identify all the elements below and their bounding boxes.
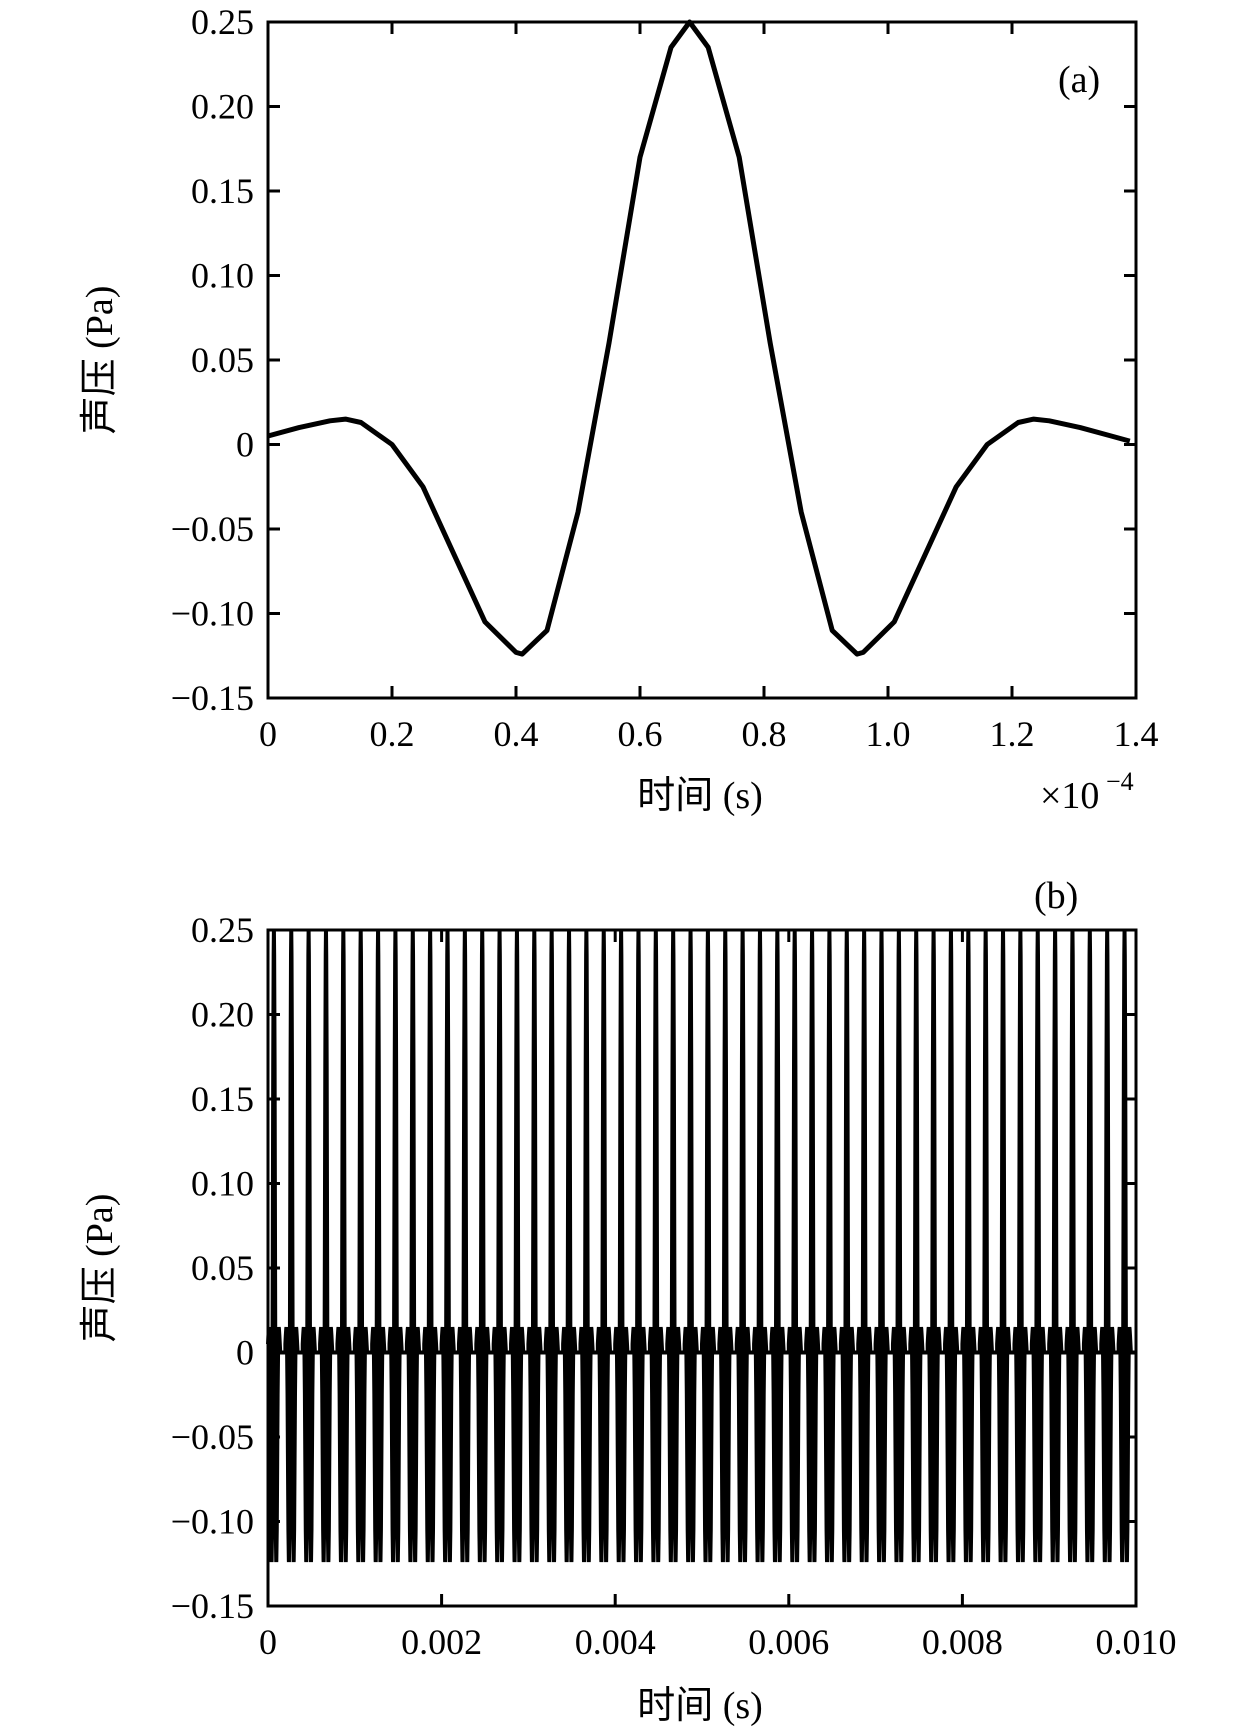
x-tick-label-a: 0.2 — [370, 714, 415, 754]
series-line-a — [267, 19, 1131, 657]
panel-label-b: (b) — [1034, 875, 1078, 917]
y-tick-label-b: 0.15 — [191, 1079, 254, 1119]
y-tick-label-b: −0.15 — [171, 1586, 254, 1626]
chart-panel-b: 0 0.002 0.004 0.006 0.008 0.010 0.25 0.20 0.15 0.… — [79, 875, 1177, 1727]
x-tick-label-a: 0 — [259, 714, 277, 754]
y-axis-label-a: 声压 (Pa) — [79, 286, 121, 435]
series-line-b — [266, 929, 1136, 1563]
x-tick-label-b: 0.002 — [401, 1622, 482, 1662]
x-tick-label-b: 0.006 — [748, 1622, 829, 1662]
y-tick-label-a: −0.05 — [171, 509, 254, 549]
x-multiplier-a: ×10 — [1040, 775, 1099, 817]
plot-frame-a — [266, 20, 1138, 700]
y-tick-label-b: 0.20 — [191, 995, 254, 1035]
x-axis-label-a: 时间 (s) — [637, 775, 763, 817]
x-axis-label-b: 时间 (s) — [637, 1685, 763, 1727]
y-tick-label-b: 0.25 — [191, 910, 254, 950]
ticks-a: 0 0.2 0.4 0.6 0.8 1.0 1.2 1.4 0.25 0.20 0.15 0.10 0.… — [171, 2, 1159, 754]
chart-panel-a: 0 0.2 0.4 0.6 0.8 1.0 1.2 1.4 0.25 0.20 0.15 0.10 0.… — [79, 2, 1159, 817]
x-tick-label-a: 0.4 — [494, 714, 539, 754]
y-axis-label-b: 声压 (Pa) — [79, 1194, 121, 1343]
y-tick-label-b: −0.05 — [171, 1417, 254, 1457]
y-tick-label-a: 0.25 — [191, 2, 254, 42]
x-tick-label-b: 0.010 — [1096, 1622, 1177, 1662]
x-tick-label-a: 0.6 — [618, 714, 663, 754]
y-tick-label-b: 0.05 — [191, 1248, 254, 1288]
x-tick-label-a: 0.8 — [742, 714, 787, 754]
y-tick-label-a: −0.15 — [171, 678, 254, 718]
x-tick-label-a: 1.2 — [990, 714, 1035, 754]
y-tick-label-a: 0.05 — [191, 340, 254, 380]
ticks-b: 0 0.002 0.004 0.006 0.008 0.010 0.25 0.20 0.15 0.… — [171, 910, 1177, 1662]
x-tick-label-a: 1.0 — [866, 714, 911, 754]
y-tick-label-b: 0 — [236, 1333, 254, 1373]
y-tick-label-a: 0.10 — [191, 256, 254, 296]
x-tick-label-b: 0.004 — [575, 1622, 656, 1662]
x-tick-label-b: 0.008 — [922, 1622, 1003, 1662]
y-tick-label-a: 0 — [236, 425, 254, 465]
y-tick-label-a: 0.15 — [191, 171, 254, 211]
y-tick-label-a: −0.10 — [171, 594, 254, 634]
x-tick-label-a: 1.4 — [1114, 714, 1159, 754]
x-multiplier-exp-a: −4 — [1106, 767, 1134, 796]
panel-label-a: (a) — [1058, 59, 1100, 101]
x-tick-label-b: 0 — [259, 1622, 277, 1662]
y-tick-label-a: 0.20 — [191, 87, 254, 127]
y-tick-label-b: 0.10 — [191, 1164, 254, 1204]
y-tick-label-b: −0.10 — [171, 1502, 254, 1542]
